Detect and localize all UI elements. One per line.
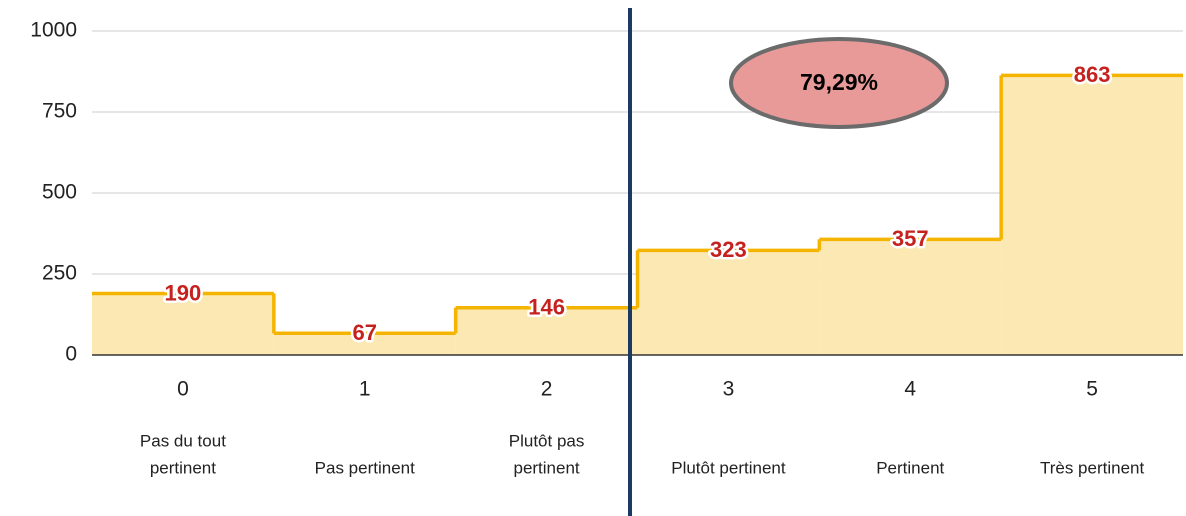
data-label: 146 [528, 295, 565, 320]
area-segment [273, 333, 456, 355]
area-segment [1001, 75, 1183, 355]
y-tick-label: 0 [65, 343, 77, 366]
y-tick-label: 750 [42, 100, 77, 123]
x-tick-label: 5 [1086, 378, 1098, 401]
data-label: 357 [892, 226, 929, 251]
area-segment [819, 239, 1002, 355]
annotation-bubble [729, 37, 949, 129]
category-description: pertinent [150, 458, 216, 477]
data-label: 323 [710, 237, 747, 262]
data-label: 190 [165, 280, 202, 305]
area-segment [637, 250, 820, 355]
x-tick-label: 1 [359, 378, 371, 401]
x-tick-label: 3 [723, 378, 735, 401]
category-description: pertinent [513, 458, 579, 477]
area-segment [455, 307, 638, 355]
annotation: 79,29% [800, 69, 878, 95]
category-description: Pas du tout [140, 431, 226, 450]
plot-area: 0 250 500 750 1000 190 67 146 323 357 863 0 Pas du t… [30, 19, 1183, 477]
y-tick-label: 250 [42, 262, 77, 285]
x-tick-label: 2 [541, 378, 553, 401]
y-tick-label: 500 [42, 181, 77, 204]
category-description: Plutôt pas [509, 431, 585, 450]
category-description: Plutôt pertinent [671, 458, 786, 477]
category-description: Très pertinent [1040, 458, 1145, 477]
data-label: 67 [353, 320, 377, 345]
y-tick-label: 1000 [30, 19, 77, 42]
area-segment [92, 293, 274, 355]
x-tick-label: 4 [904, 378, 916, 401]
data-label: 863 [1074, 62, 1111, 87]
category-description: Pertinent [876, 458, 944, 477]
x-tick-label: 0 [177, 378, 189, 401]
category-description: Pas pertinent [315, 458, 415, 477]
